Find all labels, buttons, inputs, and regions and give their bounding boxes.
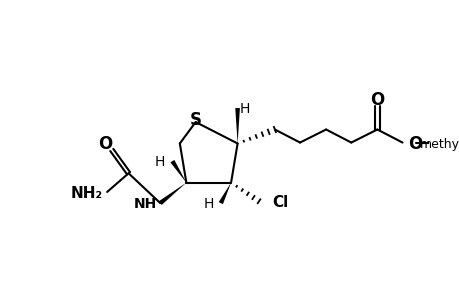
Polygon shape [218, 183, 230, 204]
Text: NH: NH [133, 197, 156, 211]
Text: Cl: Cl [271, 195, 288, 210]
Text: methyl: methyl [419, 138, 459, 151]
Text: O: O [407, 135, 421, 153]
Text: H: H [203, 197, 214, 211]
Text: H: H [154, 155, 165, 169]
Text: O: O [98, 135, 112, 153]
Text: S: S [189, 111, 201, 129]
Text: NH₂: NH₂ [70, 186, 102, 201]
Polygon shape [158, 183, 186, 205]
Polygon shape [235, 108, 240, 143]
Text: O: O [369, 91, 384, 109]
Polygon shape [170, 160, 186, 183]
Text: H: H [239, 102, 250, 116]
